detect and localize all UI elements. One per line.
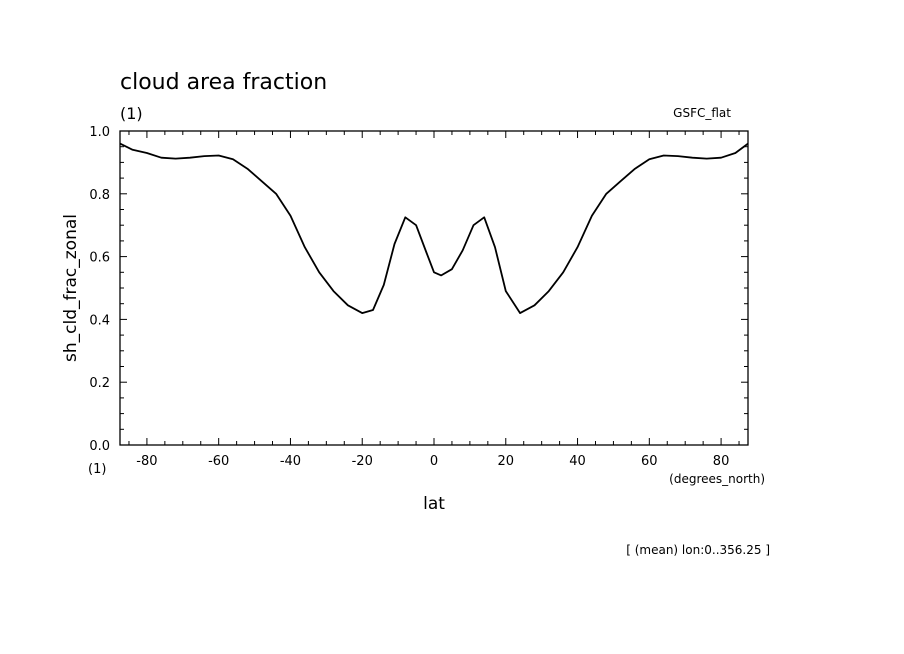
x-tick-label: 0: [430, 454, 438, 469]
y-axis-label: sh_cld_frac_zonal: [61, 214, 81, 362]
footer-note: [ (mean) lon:0..356.25 ]: [626, 543, 770, 557]
y-axis: 0.0 0.2 0.4 0.6 0.8 1.0: [89, 125, 748, 454]
x-tick-label: -60: [208, 454, 229, 469]
y-tick-label: 0.2: [89, 376, 110, 391]
x-axis-label: lat: [423, 494, 445, 514]
x-tick-label: 60: [641, 454, 658, 469]
x-tick-label: -20: [352, 454, 373, 469]
plot-frame: [119, 130, 749, 446]
x-tick-label: 20: [497, 454, 514, 469]
x-tick-label: 80: [713, 454, 730, 469]
chart-units-label: (1): [120, 104, 143, 123]
y-units-label: (1): [88, 462, 106, 477]
x-axis: -80 -60 -40 -20 0 20 40 60 80: [128, 131, 740, 469]
x-units-label: (degrees_north): [669, 472, 765, 486]
chart-title: cloud area fraction: [120, 70, 327, 95]
x-tick-label: 40: [569, 454, 586, 469]
dataset-label: GSFC_flat: [673, 106, 731, 120]
y-tick-label: 0.6: [89, 251, 110, 266]
y-tick-label: 0.8: [89, 188, 110, 203]
y-tick-label: 0.4: [89, 313, 110, 328]
y-tick-label: 1.0: [89, 125, 110, 140]
x-tick-label: -80: [136, 454, 157, 469]
series-line: [119, 142, 749, 314]
y-tick-label: 0.0: [89, 439, 110, 454]
x-tick-label: -40: [280, 454, 301, 469]
